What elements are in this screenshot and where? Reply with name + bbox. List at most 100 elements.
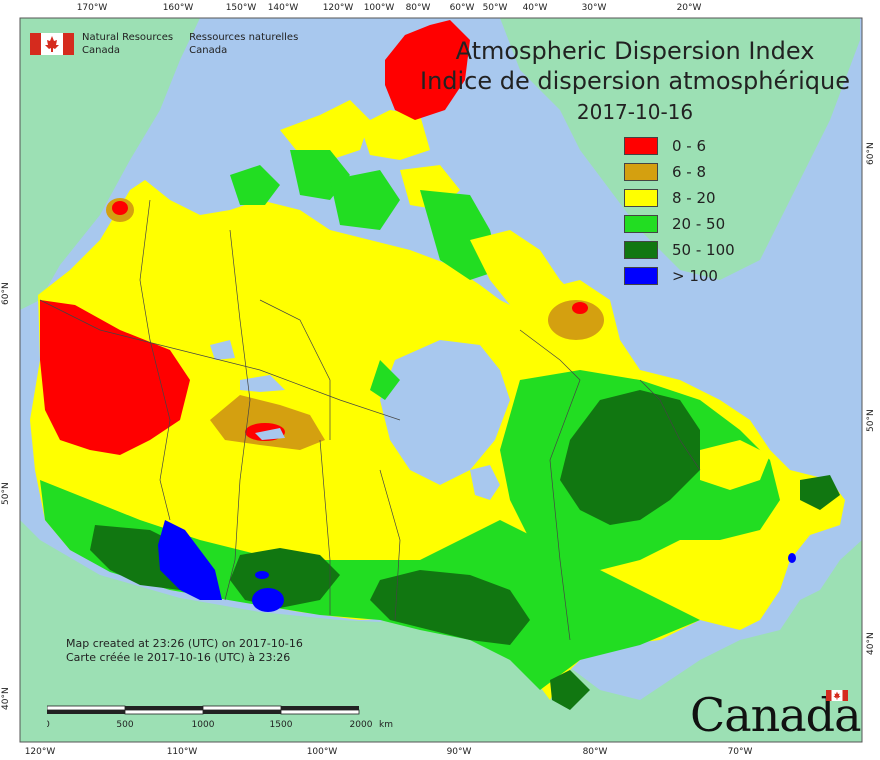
arctic-island: [360, 110, 430, 160]
title-french: Indice de dispersion atmosphérique: [419, 67, 851, 95]
agency-name-french: Ressources naturelles Canada: [189, 31, 298, 57]
blue-zone-alberta: [158, 520, 222, 600]
legend: 0 - 6 6 - 8 8 - 20 20 - 50 50 - 100 > 10…: [624, 133, 735, 289]
red-spot-nw: [112, 201, 128, 215]
legend-swatch: [624, 189, 658, 207]
graticule-top-label: 160°W: [162, 3, 194, 13]
legend-swatch: [624, 267, 658, 285]
graticule-top-label: 100°W: [363, 3, 395, 13]
map-frame: [19, 17, 863, 743]
title-english: Atmospheric Dispersion Index: [455, 37, 815, 65]
blue-zone-sask: [252, 588, 284, 612]
foreign-land-greenland: [500, 18, 860, 280]
graticule-bottom-label: 100°W: [306, 747, 338, 757]
map-title: Atmospheric Dispersion Index Indice de d…: [400, 36, 870, 126]
legend-label: 8 - 20: [672, 189, 716, 207]
provincial-boundaries: [39, 199, 701, 641]
title-date: 2017-10-16: [576, 100, 694, 124]
scale-bar: 0 500 1000 1500 2000 km: [47, 705, 393, 730]
scale-unit: km: [379, 720, 393, 730]
legend-row: 8 - 20: [624, 185, 735, 211]
green-zone-south: [40, 480, 700, 690]
yellow-zone-maritimes: [650, 550, 700, 590]
legend-row: 20 - 50: [624, 211, 735, 237]
graticule-top-label: 150°W: [225, 3, 257, 13]
graticule-bottom-label: 80°W: [582, 747, 608, 757]
legend-swatch: [624, 163, 658, 181]
green-zone-arctic-east: [370, 360, 400, 400]
yellow-zone-ns: [710, 570, 770, 610]
legend-row: 6 - 8: [624, 159, 735, 185]
legend-label: 6 - 8: [672, 163, 707, 181]
dark-green-zone-labrador: [800, 475, 840, 510]
legend-label: 0 - 6: [672, 137, 707, 155]
canada-flag-icon: [30, 33, 74, 55]
dark-green-zone-great-lakes: [550, 670, 590, 710]
dark-green-zone-ontario: [370, 570, 530, 645]
arctic-island: [330, 170, 400, 230]
creation-note-french: Carte créée le 2017-10-16 (UTC) à 23:26: [66, 651, 291, 664]
graticule-right-label: 50°N: [866, 409, 876, 432]
creation-note: Map created at 23:26 (UTC) on 2017-10-16…: [66, 637, 303, 665]
scale-tick: 0: [47, 720, 50, 730]
hudson-bay: [380, 340, 510, 485]
graticule-top-label: 80°W: [405, 3, 431, 13]
agency-english-line1: Natural Resources: [82, 32, 174, 43]
baffin-red-spot: [572, 302, 588, 314]
graticule-top-label: 40°W: [522, 3, 548, 13]
red-zone-west: [40, 300, 190, 455]
legend-label: 20 - 50: [672, 215, 726, 233]
legend-row: 50 - 100: [624, 237, 735, 263]
agency-french-line2: Canada: [189, 45, 228, 56]
yellow-zone-gaspe: [700, 440, 770, 490]
graticule-bottom-label: 70°W: [727, 747, 753, 757]
graticule-top-label: 20°W: [676, 3, 702, 13]
graticule-top-label: 170°W: [76, 3, 108, 13]
baffin-orange-zone: [548, 300, 604, 340]
blue-spot-small: [255, 571, 269, 579]
legend-swatch: [624, 241, 658, 259]
scale-tick: 1500: [270, 720, 293, 730]
great-slave-lake: [240, 375, 285, 392]
orange-zone-prairie: [210, 395, 325, 450]
arctic-island: [230, 165, 280, 205]
graticule-left-label: 50°N: [1, 482, 11, 505]
graticule-left-label: 40°N: [1, 687, 11, 710]
graticule-top-label: 60°W: [449, 3, 475, 13]
graticule-top-label: 30°W: [581, 3, 607, 13]
arctic-island: [280, 100, 370, 160]
great-bear-lake: [210, 340, 235, 360]
agency-french-line1: Ressources naturelles: [189, 32, 299, 43]
legend-row: 0 - 6: [624, 133, 735, 159]
graticule-bottom-label: 110°W: [166, 747, 198, 757]
agency-english-line2: Canada: [82, 45, 121, 56]
agency-signature: Natural Resources Canada Ressources natu…: [30, 31, 298, 57]
legend-label: 50 - 100: [672, 241, 735, 259]
graticule-right-label: 40°N: [866, 632, 876, 655]
scale-tick: 1000: [192, 720, 215, 730]
legend-swatch: [624, 137, 658, 155]
graticule-bottom-label: 120°W: [24, 747, 56, 757]
graticule-top-label: 50°W: [482, 3, 508, 13]
dark-green-zone-quebec: [560, 390, 700, 525]
canada-flag-icon: [826, 690, 848, 701]
blue-spot-nfld: [788, 553, 796, 563]
graticule-left-label: 60°N: [1, 282, 11, 305]
legend-label: > 100: [672, 267, 718, 285]
creation-note-english: Map created at 23:26 (UTC) on 2017-10-16: [66, 637, 303, 650]
arctic-island: [280, 240, 330, 280]
legend-swatch: [624, 215, 658, 233]
agency-name-english: Natural Resources Canada: [82, 31, 173, 57]
graticule-top-label: 120°W: [322, 3, 354, 13]
graticule-bottom-label: 90°W: [446, 747, 472, 757]
graticule-top-label: 140°W: [267, 3, 299, 13]
james-bay: [470, 465, 500, 500]
scale-tick: 2000: [350, 720, 373, 730]
legend-row: > 100: [624, 263, 735, 289]
foreign-land-alaska: [20, 18, 200, 310]
scale-tick: 500: [116, 720, 133, 730]
ellesmere-island: [385, 20, 470, 120]
graticule-right-label: 60°N: [866, 142, 876, 165]
